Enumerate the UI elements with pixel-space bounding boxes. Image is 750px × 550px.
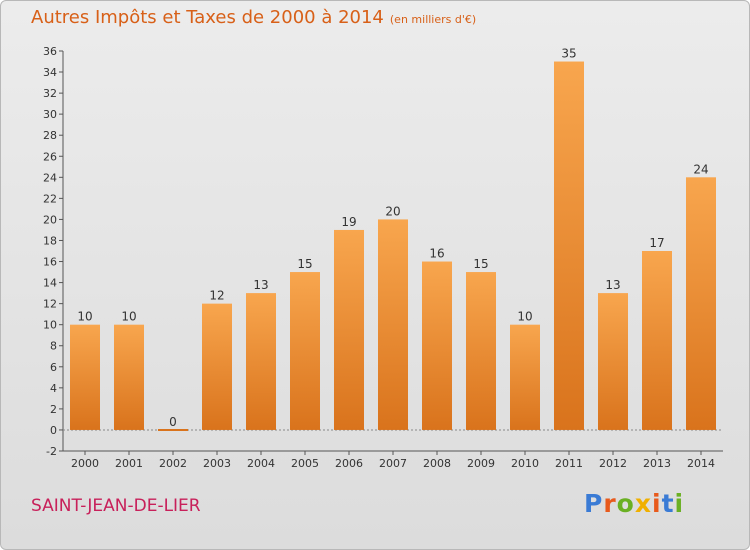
y-tick-label: 12: [43, 298, 57, 311]
y-tick-label: 24: [43, 171, 57, 184]
x-tick-label-2007: 2007: [379, 457, 407, 470]
data-label-2001: 10: [121, 310, 136, 324]
y-tick-label: 32: [43, 87, 57, 100]
data-label-2013: 17: [649, 236, 664, 250]
x-tick-label-2013: 2013: [643, 457, 671, 470]
y-tick-label: 16: [43, 256, 57, 269]
data-label-2014: 24: [693, 162, 708, 176]
data-label-2007: 20: [385, 204, 400, 218]
x-tick-label-2008: 2008: [423, 457, 451, 470]
y-tick-label: 18: [43, 234, 57, 247]
data-label-2004: 13: [253, 278, 268, 292]
title-unit: (en milliers d'€): [389, 13, 477, 26]
y-tick-label: 4: [50, 382, 57, 395]
x-tick-label-2011: 2011: [555, 457, 583, 470]
y-tick-label: 22: [43, 192, 57, 205]
y-tick-label: 2: [50, 403, 57, 416]
chart-title: Autres Impôts et Taxes de 2000 à 2014 (en…: [31, 7, 476, 28]
bar-2012: [598, 293, 628, 430]
bar-2001: [114, 324, 144, 430]
bar-2006: [334, 229, 364, 430]
place-name: SAINT-JEAN-DE-LIER: [31, 496, 201, 516]
bar-2005: [290, 272, 320, 430]
title-text: Autres Impôts et Taxes de 2000 à 2014: [31, 7, 384, 28]
x-tick-label-2006: 2006: [335, 457, 363, 470]
y-tick-label: 34: [43, 66, 57, 79]
y-tick-label: 30: [43, 108, 57, 121]
data-label-2010: 10: [517, 310, 532, 324]
data-label-2009: 15: [473, 257, 488, 271]
logo-letter: i: [652, 489, 662, 518]
bar-2003: [202, 303, 232, 430]
x-tick-label-2012: 2012: [599, 457, 627, 470]
data-label-2012: 13: [605, 278, 620, 292]
logo-letter: o: [616, 489, 635, 518]
y-tick-label: 28: [43, 129, 57, 142]
y-tick-label: 36: [43, 45, 57, 58]
bar-2004: [246, 293, 276, 430]
logo-letter: i: [674, 489, 685, 518]
x-tick-label-2001: 2001: [115, 457, 143, 470]
logo-letter: x: [634, 489, 652, 518]
bar-2008: [422, 261, 452, 430]
data-label-2008: 16: [429, 247, 444, 261]
bar-2000: [70, 324, 100, 430]
data-label-2002: 0: [169, 415, 177, 429]
x-tick-label-2003: 2003: [203, 457, 231, 470]
data-label-2005: 15: [297, 257, 312, 271]
bar-2013: [642, 251, 672, 430]
x-tick-label-2014: 2014: [687, 457, 715, 470]
x-tick-label-2010: 2010: [511, 457, 539, 470]
bar-2009: [466, 272, 496, 430]
y-tick-label: 6: [50, 361, 57, 374]
x-tick-label-2004: 2004: [247, 457, 275, 470]
y-tick-label: 14: [43, 277, 57, 290]
bar-2011: [554, 61, 584, 430]
logo-letter: P: [584, 489, 604, 518]
y-tick-label: 10: [43, 319, 57, 332]
x-tick-label-2005: 2005: [291, 457, 319, 470]
data-label-2000: 10: [77, 310, 92, 324]
x-tick-label-2002: 2002: [159, 457, 187, 470]
data-label-2006: 19: [341, 215, 356, 229]
y-tick-label: -2: [46, 445, 57, 458]
proxiti-logo: Proxiti: [584, 489, 684, 518]
bar-2014: [686, 177, 716, 430]
y-tick-label: 0: [50, 424, 57, 437]
bar-2010: [510, 324, 540, 430]
x-tick-label-2000: 2000: [71, 457, 99, 470]
y-tick-label: 20: [43, 213, 57, 226]
bar-2007: [378, 219, 408, 430]
x-tick-label-2009: 2009: [467, 457, 495, 470]
logo-letter: t: [661, 489, 675, 518]
data-label-2011: 35: [561, 47, 576, 61]
data-label-2003: 12: [209, 289, 224, 303]
logo-letter: r: [603, 489, 617, 518]
y-tick-label: 8: [50, 340, 57, 353]
y-tick-label: 26: [43, 150, 57, 163]
